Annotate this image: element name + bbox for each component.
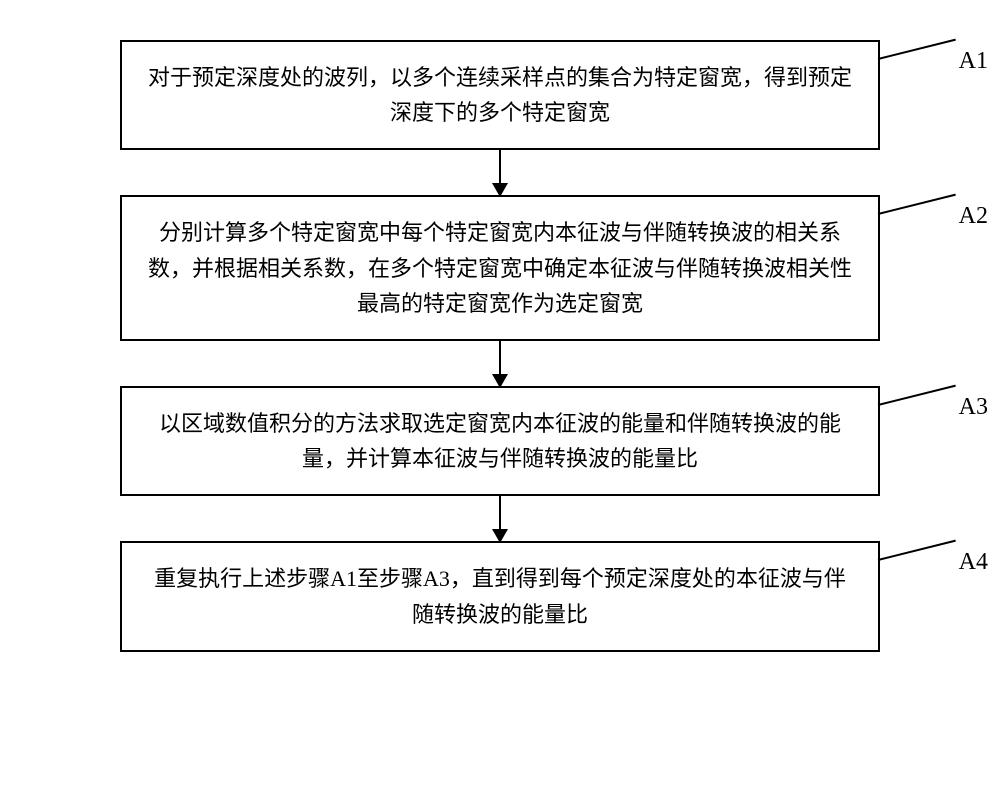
node-text: 分别计算多个特定窗宽中每个特定窗宽内本征波与伴随转换波的相关系数，并根据相关系数… — [146, 215, 854, 321]
node-label: A4 — [959, 543, 988, 581]
node-label: A1 — [959, 42, 988, 80]
node-text: 重复执行上述步骤A1至步骤A3，直到得到每个预定深度处的本征波与伴随转换波的能量… — [146, 561, 854, 631]
node-text: 以区域数值积分的方法求取选定窗宽内本征波的能量和伴随转换波的能量，并计算本征波与… — [146, 406, 854, 476]
label-connector — [878, 194, 956, 215]
arrow-icon — [499, 150, 501, 195]
label-connector — [878, 39, 956, 60]
node-text: 对于预定深度处的波列，以多个连续采样点的集合为特定窗宽，得到预定深度下的多个特定… — [146, 60, 854, 130]
arrow-icon — [499, 341, 501, 386]
flow-node-a3: 以区域数值积分的方法求取选定窗宽内本征波的能量和伴随转换波的能量，并计算本征波与… — [120, 386, 880, 496]
flow-node-a4: 重复执行上述步骤A1至步骤A3，直到得到每个预定深度处的本征波与伴随转换波的能量… — [120, 541, 880, 651]
label-connector — [878, 385, 956, 406]
node-label: A3 — [959, 388, 988, 426]
flow-node-a1: 对于预定深度处的波列，以多个连续采样点的集合为特定窗宽，得到预定深度下的多个特定… — [120, 40, 880, 150]
label-connector — [878, 540, 956, 561]
flowchart-container: 对于预定深度处的波列，以多个连续采样点的集合为特定窗宽，得到预定深度下的多个特定… — [60, 40, 940, 652]
flow-node-a2: 分别计算多个特定窗宽中每个特定窗宽内本征波与伴随转换波的相关系数，并根据相关系数… — [120, 195, 880, 341]
arrow-icon — [499, 496, 501, 541]
node-label: A2 — [959, 197, 988, 235]
